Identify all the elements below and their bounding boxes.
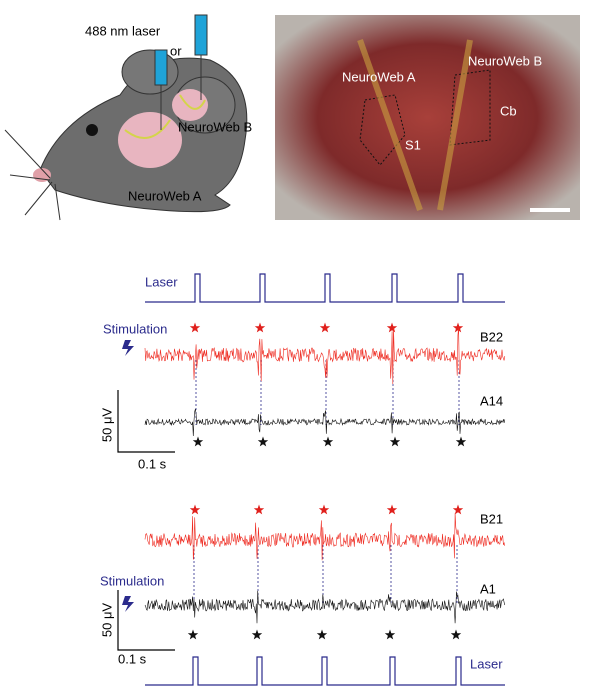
star (189, 322, 201, 333)
star (455, 436, 467, 447)
star (319, 322, 331, 333)
star (187, 629, 199, 640)
photo: NeuroWeb A NeuroWeb B S1 Cb (275, 15, 580, 220)
star (386, 504, 398, 515)
label: Laser (145, 274, 178, 289)
label: NeuroWeb A (342, 69, 416, 84)
signal-trace (144, 590, 506, 624)
label: or (170, 43, 182, 58)
signal-trace (144, 513, 506, 561)
label: 488 nm laser (85, 23, 161, 38)
label: 0.1 s (118, 651, 147, 666)
star (189, 504, 201, 515)
signal-trace (144, 326, 506, 385)
star (254, 322, 266, 333)
label: Stimulation (103, 321, 167, 336)
scale-bar (117, 390, 175, 453)
star (384, 629, 396, 640)
star (386, 322, 398, 333)
star (322, 436, 334, 447)
star (389, 436, 401, 447)
label: S1 (405, 137, 421, 152)
label: 50 μV (99, 603, 114, 638)
star (316, 629, 328, 640)
label: Cb (500, 103, 517, 118)
star (257, 436, 269, 447)
star (251, 629, 263, 640)
laser-trace (145, 273, 505, 303)
label: Laser (470, 656, 503, 671)
star (192, 436, 204, 447)
star (253, 504, 265, 515)
scale-bar (117, 590, 175, 651)
label: NeuroWeb A (128, 188, 202, 203)
mouse-illustration: 488 nm laser or NeuroWeb B NeuroWeb A (4, 14, 252, 221)
label: A1 (480, 581, 496, 596)
label: B22 (480, 329, 503, 344)
laser-trace (145, 656, 505, 686)
stimulation-icon (122, 340, 134, 356)
label: 50 μV (99, 408, 114, 443)
label: Stimulation (100, 573, 164, 588)
traces (117, 273, 506, 686)
signal-trace (144, 408, 506, 437)
star (452, 504, 464, 515)
label: NeuroWeb B (468, 53, 542, 68)
stimulation-icon (122, 596, 134, 612)
label: A14 (480, 393, 503, 408)
star (452, 322, 464, 333)
star (450, 629, 462, 640)
label: B21 (480, 511, 503, 526)
label: 0.1 s (138, 456, 167, 471)
star (318, 504, 330, 515)
label: NeuroWeb B (178, 119, 252, 134)
